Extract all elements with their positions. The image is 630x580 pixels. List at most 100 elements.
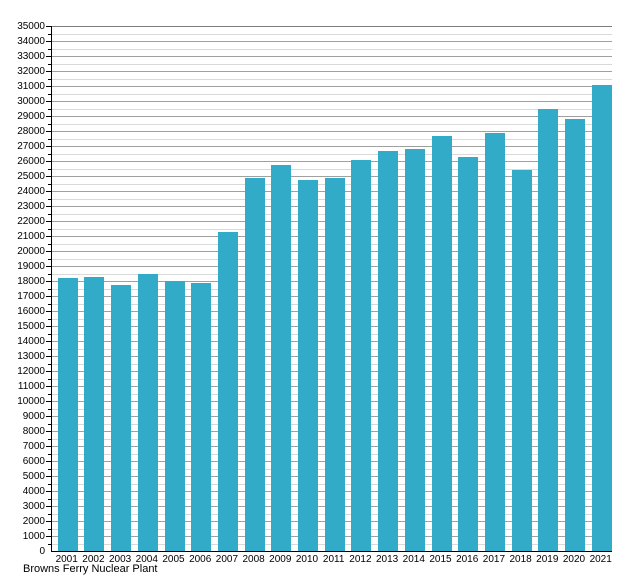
y-axis-tick-18500 [48, 273, 51, 275]
y-axis-label-10000: 10000 [17, 396, 45, 407]
y-axis-tick-10500 [48, 393, 51, 395]
x-axis-label-2006: 2006 [189, 554, 212, 565]
y-axis-tick-11000 [46, 386, 51, 387]
y-axis-label-32000: 32000 [17, 66, 45, 77]
y-axis-tick-8000 [46, 431, 51, 432]
y-axis-label-8000: 8000 [22, 426, 45, 437]
y-axis-tick-31000 [46, 86, 51, 87]
y-axis-tick-30000 [46, 101, 51, 102]
bar-2019 [538, 108, 559, 551]
y-axis-tick-22000 [46, 221, 51, 222]
y-axis-label-25000: 25000 [17, 171, 45, 182]
x-axis-label-2013: 2013 [375, 554, 399, 565]
x-axis-label-2010: 2010 [295, 554, 319, 565]
major-gridline-30000 [52, 101, 612, 102]
y-axis-tick-32000 [46, 71, 51, 72]
y-axis-tick-13000 [46, 356, 51, 357]
bar-2005 [164, 281, 185, 551]
y-axis-label-22000: 22000 [17, 216, 45, 227]
major-gridline-33000 [52, 56, 612, 57]
bar-2017 [484, 132, 505, 551]
major-gridline-32000 [52, 71, 612, 72]
major-gridline-35000 [52, 26, 612, 27]
y-axis-tick-24500 [48, 183, 51, 185]
x-axis-label-2007: 2007 [215, 554, 239, 565]
y-axis-tick-31500 [48, 78, 51, 80]
y-axis-tick-14500 [48, 333, 51, 335]
y-axis-tick-33000 [46, 56, 51, 57]
y-axis-label-27000: 27000 [17, 141, 45, 152]
bar-2012 [351, 159, 372, 551]
y-axis-label-24000: 24000 [17, 186, 45, 197]
y-axis-tick-34000 [46, 41, 51, 42]
y-axis-tick-33500 [48, 48, 51, 50]
major-gridline-26000 [52, 161, 612, 162]
minor-gridline-32500 [52, 63, 612, 65]
y-axis-label-21000: 21000 [17, 231, 45, 242]
bar-2008 [244, 177, 265, 551]
y-axis-tick-14000 [46, 341, 51, 342]
bar-2021 [591, 84, 612, 551]
y-axis-label-7000: 7000 [22, 441, 45, 452]
y-axis-label-15000: 15000 [17, 321, 45, 332]
major-gridline-27000 [52, 146, 612, 147]
y-axis-tick-1000 [46, 536, 51, 537]
y-axis-tick-26500 [48, 153, 51, 155]
y-axis-tick-20500 [48, 243, 51, 245]
y-axis-label-12000: 12000 [17, 366, 45, 377]
minor-gridline-30500 [52, 93, 612, 95]
y-axis-tick-2000 [46, 521, 51, 522]
x-axis-label-2014: 2014 [402, 554, 425, 565]
y-axis-label-14000: 14000 [17, 336, 45, 347]
x-axis-label-2003: 2003 [108, 554, 132, 565]
y-axis-tick-20000 [46, 251, 51, 252]
y-axis-label-29000: 29000 [17, 111, 45, 122]
y-axis-tick-8500 [48, 423, 51, 425]
major-gridline-28000 [52, 131, 612, 132]
x-axis-label-2015: 2015 [429, 554, 452, 565]
y-axis-label-30000: 30000 [17, 96, 45, 107]
x-axis-label-2016: 2016 [456, 554, 479, 565]
y-axis-label-34000: 34000 [17, 36, 45, 47]
y-axis-label-33000: 33000 [17, 51, 45, 62]
major-gridline-25000 [52, 176, 612, 177]
y-axis-label-28000: 28000 [17, 126, 45, 137]
y-axis-tick-5500 [48, 468, 51, 470]
y-axis-label-19000: 19000 [17, 261, 45, 272]
y-axis-tick-3000 [46, 506, 51, 507]
y-axis-label-13000: 13000 [17, 351, 45, 362]
bar-2007 [217, 232, 238, 551]
y-axis-tick-4000 [46, 491, 51, 492]
y-axis-tick-16500 [48, 303, 51, 305]
y-axis-tick-12000 [46, 371, 51, 372]
y-axis-label-1000: 1000 [22, 531, 45, 542]
bar-2015 [431, 135, 452, 551]
y-axis-tick-28500 [48, 123, 51, 125]
y-axis-tick-16000 [46, 311, 51, 312]
minor-gridline-26500 [52, 153, 612, 155]
y-axis-tick-35000 [46, 26, 51, 27]
y-axis-tick-6000 [46, 461, 51, 462]
x-axis-label-2018: 2018 [509, 554, 532, 565]
y-axis-tick-26000 [46, 161, 51, 162]
bar-2004 [137, 273, 158, 551]
bar-2013 [378, 150, 399, 551]
y-axis-tick-23000 [46, 206, 51, 207]
y-axis-label-17000: 17000 [17, 291, 45, 302]
y-axis-tick-500 [48, 543, 51, 545]
y-axis-tick-25000 [46, 176, 51, 177]
y-axis-tick-5000 [46, 476, 51, 477]
y-axis-tick-15500 [48, 318, 51, 320]
minor-gridline-33500 [52, 48, 612, 50]
x-axis-label-2001: 2001 [55, 554, 78, 565]
y-axis-tick-7000 [46, 446, 51, 447]
y-axis-label-26000: 26000 [17, 156, 45, 167]
y-axis-tick-17500 [48, 288, 51, 290]
bar-2003 [111, 284, 132, 551]
y-axis-label-9000: 9000 [22, 411, 45, 422]
y-axis-tick-22500 [48, 213, 51, 215]
x-axis-label-2020: 2020 [562, 554, 586, 565]
x-axis-label-2017: 2017 [482, 554, 506, 565]
plot-area [51, 26, 612, 552]
